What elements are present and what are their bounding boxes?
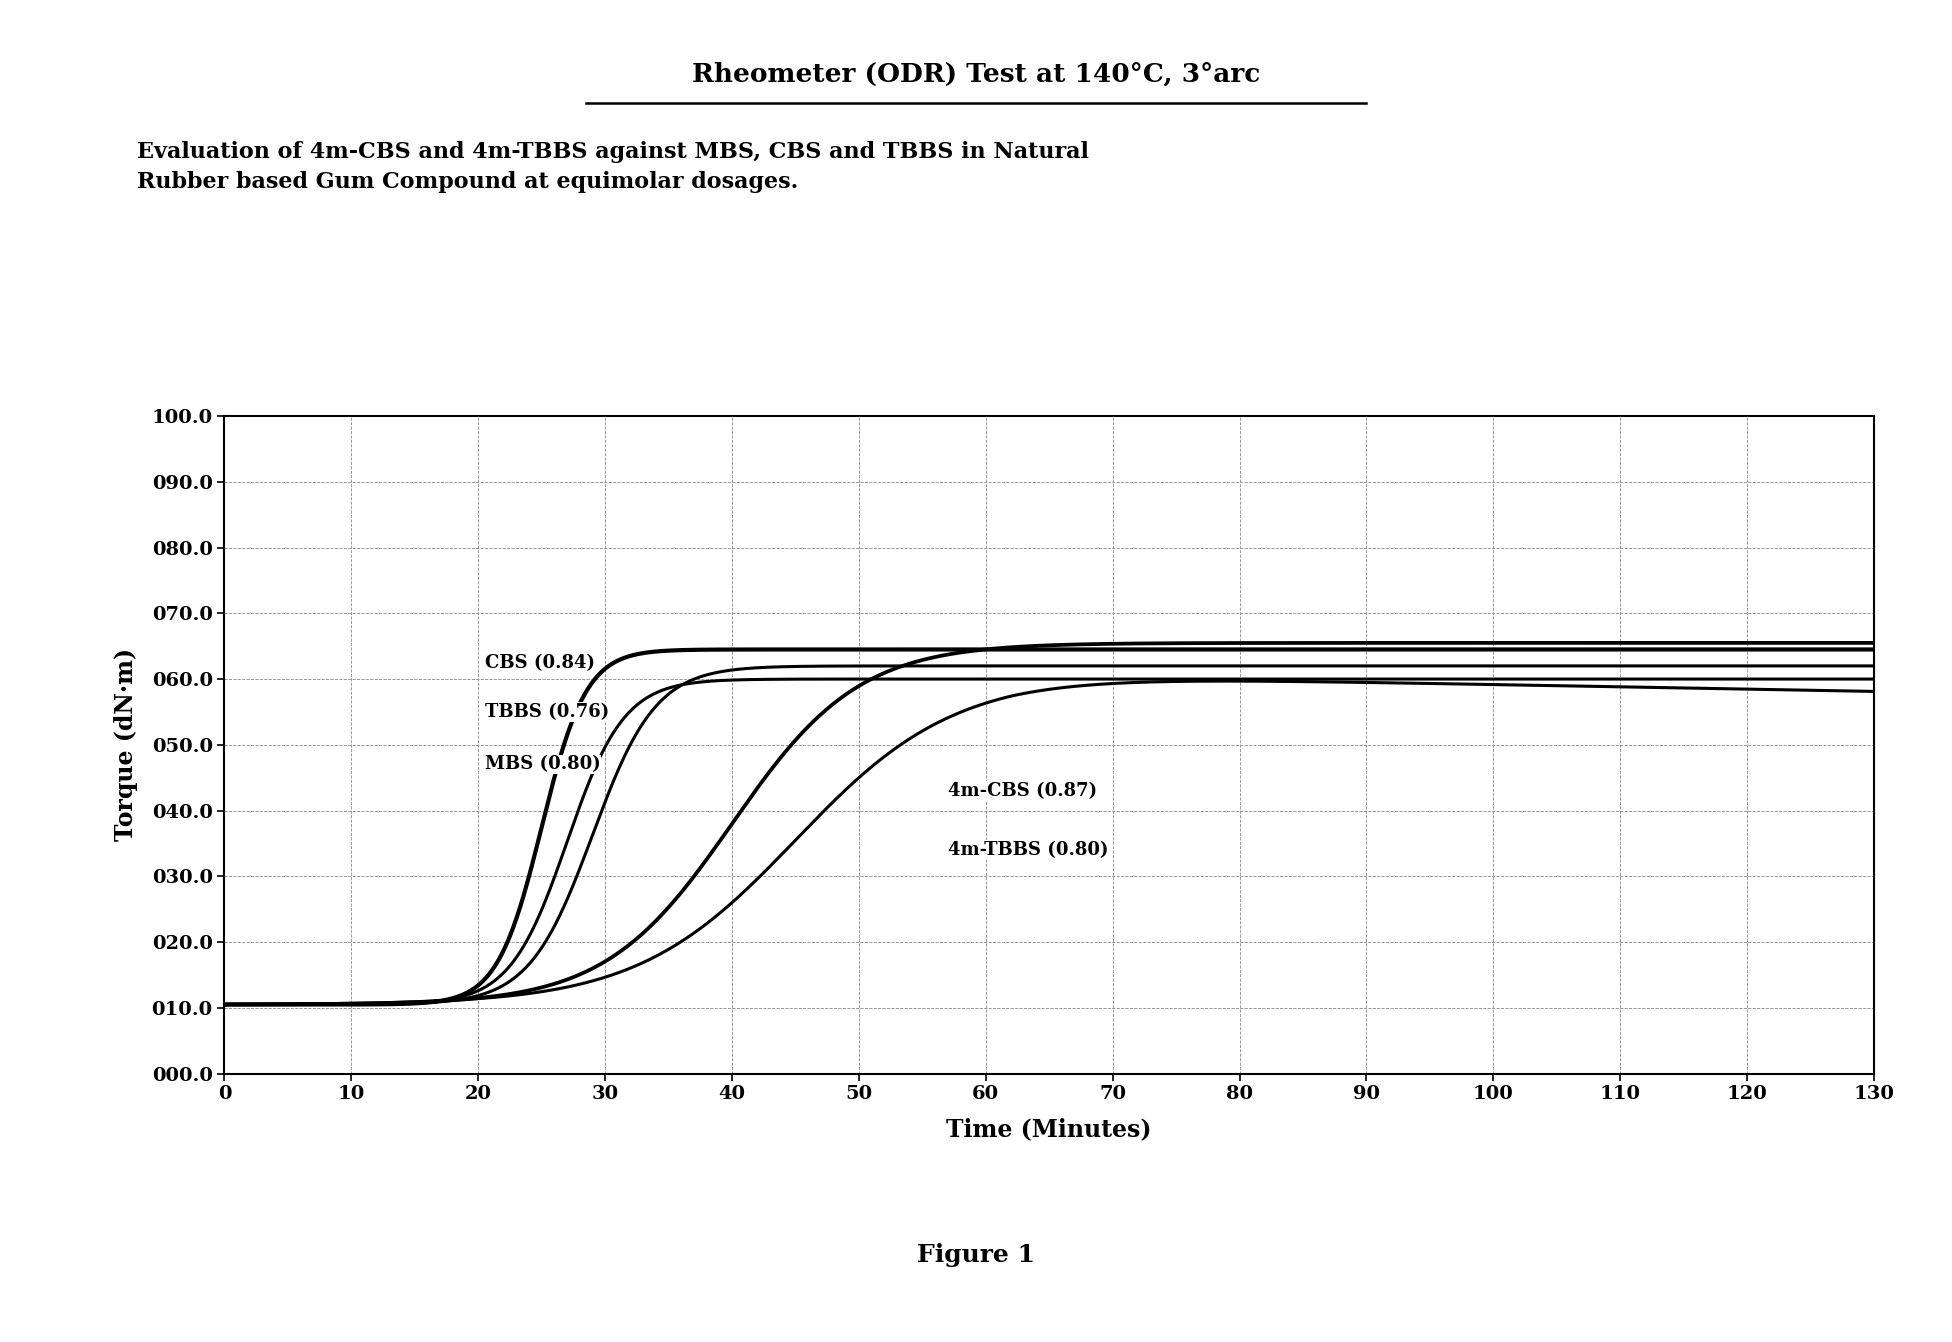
Text: MBS (0.80): MBS (0.80) <box>484 756 601 773</box>
Text: Rheometer (ODR) Test at 140°C, 3°arc: Rheometer (ODR) Test at 140°C, 3°arc <box>691 62 1261 86</box>
X-axis label: Time (Minutes): Time (Minutes) <box>947 1118 1152 1141</box>
Text: Figure 1: Figure 1 <box>917 1243 1035 1267</box>
Y-axis label: Torque (dN·m): Torque (dN·m) <box>113 648 139 841</box>
Text: 4m-CBS (0.87): 4m-CBS (0.87) <box>949 782 1097 800</box>
Text: Evaluation of 4m-CBS and 4m-TBBS against MBS, CBS and TBBS in Natural
Rubber bas: Evaluation of 4m-CBS and 4m-TBBS against… <box>137 141 1089 193</box>
Text: TBBS (0.76): TBBS (0.76) <box>484 703 609 721</box>
Text: 4m-TBBS (0.80): 4m-TBBS (0.80) <box>949 841 1109 859</box>
Text: CBS (0.84): CBS (0.84) <box>484 654 595 671</box>
